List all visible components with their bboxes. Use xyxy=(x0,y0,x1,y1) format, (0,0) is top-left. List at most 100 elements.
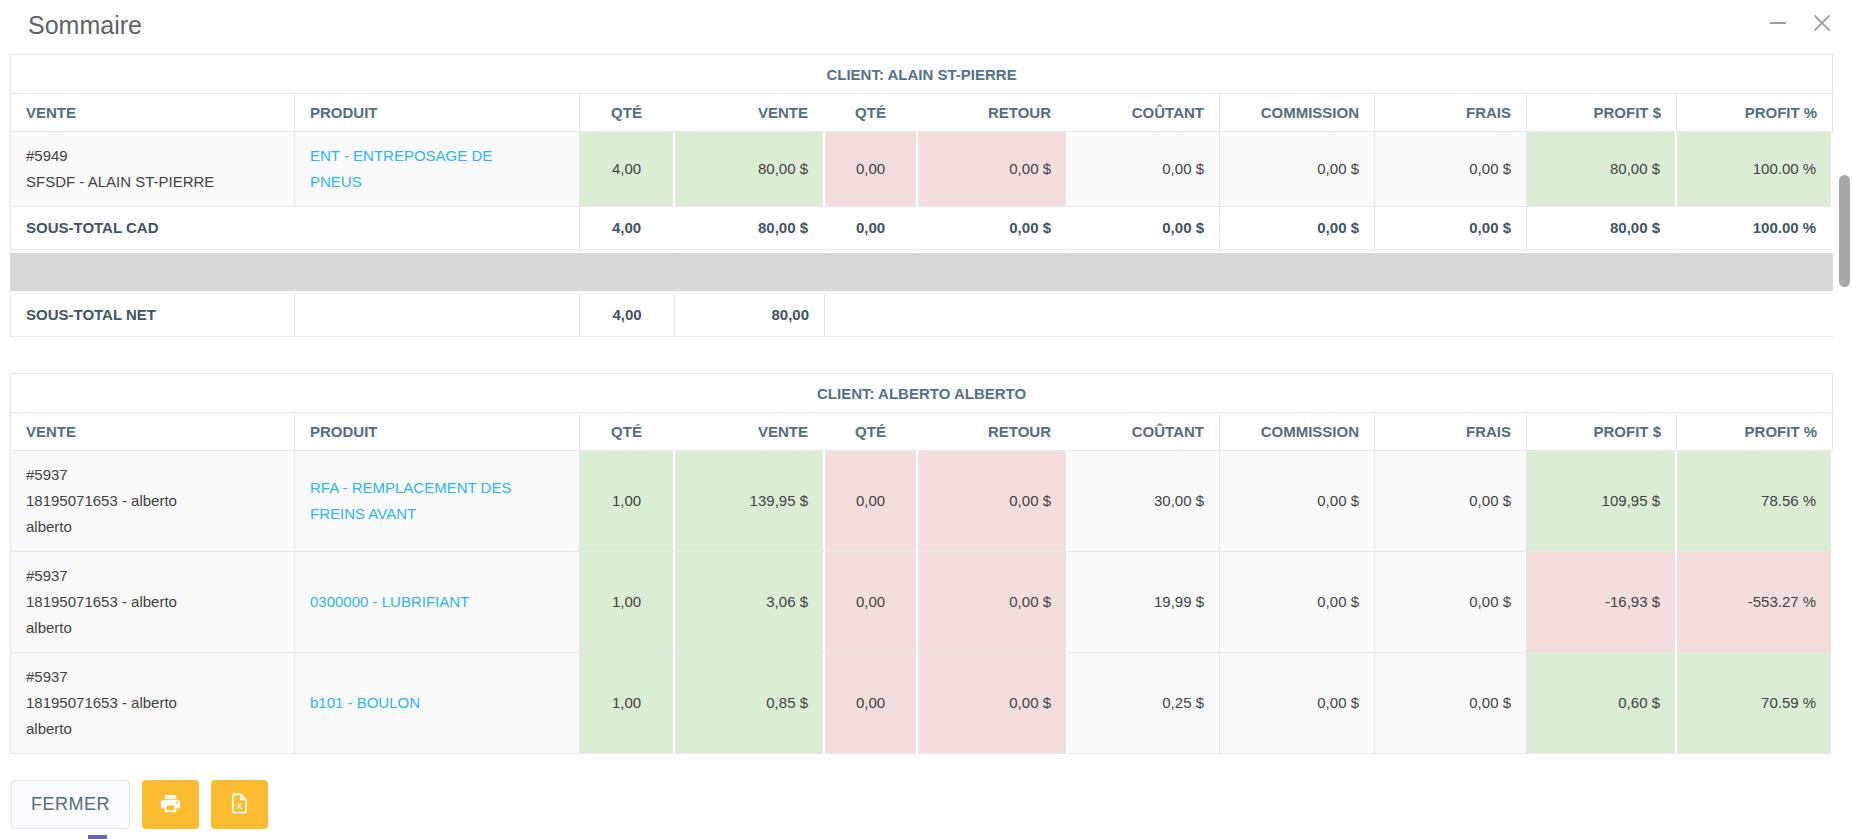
value-cell: 0,00 $ xyxy=(1220,653,1375,754)
column-header: QTÉ xyxy=(580,94,675,132)
value-cell: 0,00 $ xyxy=(1220,451,1375,552)
product-cell: 0300000 - LUBRIFIANT xyxy=(295,552,580,653)
value-cell: 0,00 xyxy=(825,207,918,250)
value-cell: 0,60 $ xyxy=(1527,653,1677,754)
column-header: PRODUIT xyxy=(295,94,580,132)
product-cell: b101 - BOULON xyxy=(295,653,580,754)
summary-content: CLIENT: ALAIN ST-PIERREVENTEPRODUITQTÉVE… xyxy=(0,44,1852,754)
table-row: #593718195071653 - albertoalberto RFA - R… xyxy=(10,451,1833,552)
column-header: PROFIT $ xyxy=(1527,94,1677,132)
print-button[interactable] xyxy=(142,780,199,829)
value-cell: 78.56 % xyxy=(1677,451,1833,552)
value-cell: 0,00 $ xyxy=(1375,207,1527,250)
value-cell: -16,93 $ xyxy=(1527,552,1677,653)
fermer-button[interactable]: FERMER xyxy=(11,780,130,829)
column-header: COMMISSION xyxy=(1220,413,1375,451)
product-link[interactable]: 0300000 - LUBRIFIANT xyxy=(310,589,469,615)
tables-host: CLIENT: ALAIN ST-PIERREVENTEPRODUITQTÉVE… xyxy=(10,54,1833,754)
column-header: PROFIT $ xyxy=(1527,413,1677,451)
value-cell: 100.00 % xyxy=(1677,207,1833,250)
value-cell: 80,00 $ xyxy=(1527,207,1677,250)
subtotal-cad-row: SOUS-TOTAL CAD4,0080,00 $0,000,00 $0,00 … xyxy=(10,207,1833,250)
table-row: #5949SFSDF - ALAIN ST-PIERRE ENT - ENTREP… xyxy=(10,132,1833,207)
sale-ref-cell: #593718195071653 - albertoalberto xyxy=(10,653,295,754)
value-cell: 19,99 $ xyxy=(1068,552,1220,653)
value-cell: 0,00 $ xyxy=(1375,451,1527,552)
value-cell: 0,00 $ xyxy=(1375,132,1527,207)
client-table: CLIENT: ALAIN ST-PIERREVENTEPRODUITQTÉVE… xyxy=(10,54,1833,337)
column-header: COÛTANT xyxy=(1068,413,1220,451)
page-title: Sommaire xyxy=(28,11,1828,40)
value-cell: 100.00 % xyxy=(1677,132,1833,207)
column-header: RETOUR xyxy=(918,94,1068,132)
sale-ref-line: #5949 xyxy=(26,143,279,169)
product-link[interactable]: RFA - REMPLACEMENT DES FREINS AVANT xyxy=(310,475,515,527)
gray-fill-cell xyxy=(825,294,1833,337)
product-link[interactable]: ENT - ENTREPOSAGE DE PNEUS xyxy=(310,143,515,195)
value-cell: 80,00 $ xyxy=(675,132,825,207)
subtotal-label: SOUS-TOTAL NET xyxy=(10,294,295,337)
value-cell: 0,00 $ xyxy=(1220,552,1375,653)
value-cell: 80,00 $ xyxy=(675,207,825,250)
printer-icon xyxy=(159,792,182,818)
value-cell: 0,00 xyxy=(825,653,918,754)
product-link[interactable]: b101 - BOULON xyxy=(310,690,420,716)
sale-ref-cell: #593718195071653 - albertoalberto xyxy=(10,552,295,653)
value-cell: 1,00 xyxy=(580,552,675,653)
scrollbar-thumb[interactable] xyxy=(1839,175,1850,287)
sale-ref-line: 18195071653 - alberto xyxy=(26,690,279,716)
divider-band xyxy=(10,250,1833,294)
client-header: CLIENT: ALBERTO ALBERTO xyxy=(10,373,1833,413)
subtotal-label: SOUS-TOTAL CAD xyxy=(10,207,580,250)
value-cell: 0,00 $ xyxy=(1375,552,1527,653)
value-cell: 80,00 $ xyxy=(1527,132,1677,207)
excel-file-icon: X xyxy=(228,792,251,818)
value-cell: -553.27 % xyxy=(1677,552,1833,653)
product-cell: RFA - REMPLACEMENT DES FREINS AVANT xyxy=(295,451,580,552)
sale-ref-line: alberto xyxy=(26,716,279,742)
value-cell: 0,25 $ xyxy=(1068,653,1220,754)
close-icon[interactable] xyxy=(1809,10,1835,36)
value-cell: 109,95 $ xyxy=(1527,451,1677,552)
value-cell: 0,00 xyxy=(825,552,918,653)
value-cell: 4,00 xyxy=(580,132,675,207)
value-cell: 139,95 $ xyxy=(675,451,825,552)
value-cell: 0,00 $ xyxy=(1220,132,1375,207)
column-header: PROFIT % xyxy=(1677,413,1833,451)
column-header: FRAIS xyxy=(1375,94,1527,132)
value-cell: 0,00 $ xyxy=(918,653,1068,754)
product-cell: ENT - ENTREPOSAGE DE PNEUS xyxy=(295,132,580,207)
value-cell: 4,00 xyxy=(580,207,675,250)
value-cell: 1,00 xyxy=(580,451,675,552)
column-header: QTÉ xyxy=(825,413,918,451)
value-cell: 0,00 $ xyxy=(918,207,1068,250)
value-cell: 0,85 $ xyxy=(675,653,825,754)
column-header: FRAIS xyxy=(1375,413,1527,451)
column-header: VENTE xyxy=(10,413,295,451)
excel-button[interactable]: X xyxy=(211,780,268,829)
value-cell: 0,00 $ xyxy=(1220,207,1375,250)
footer-toolbar: FERMER X xyxy=(11,780,268,829)
column-header: VENTE xyxy=(675,94,825,132)
column-header: PRODUIT xyxy=(295,413,580,451)
minimize-icon[interactable] xyxy=(1765,10,1791,36)
sale-ref-cell: #593718195071653 - albertoalberto xyxy=(10,451,295,552)
value-cell: 0,00 $ xyxy=(918,451,1068,552)
svg-text:X: X xyxy=(237,801,243,810)
sale-ref-line: #5937 xyxy=(26,563,279,589)
empty-cell xyxy=(295,294,580,337)
value-cell: 80,00 xyxy=(675,294,825,337)
column-header: COÛTANT xyxy=(1068,94,1220,132)
value-cell: 0,00 xyxy=(825,451,918,552)
subtotal-net-row: SOUS-TOTAL NET4,0080,00 xyxy=(10,294,1833,337)
value-cell: 0,00 xyxy=(825,132,918,207)
sale-ref-line: alberto xyxy=(26,514,279,540)
background-artifact xyxy=(88,835,107,839)
sale-ref-line: SFSDF - ALAIN ST-PIERRE xyxy=(26,169,279,195)
sale-ref-line: #5937 xyxy=(26,664,279,690)
sale-ref-line: 18195071653 - alberto xyxy=(26,589,279,615)
client-header: CLIENT: ALAIN ST-PIERRE xyxy=(10,54,1833,94)
value-cell: 0,00 $ xyxy=(918,132,1068,207)
column-header: RETOUR xyxy=(918,413,1068,451)
column-header: PROFIT % xyxy=(1677,94,1833,132)
